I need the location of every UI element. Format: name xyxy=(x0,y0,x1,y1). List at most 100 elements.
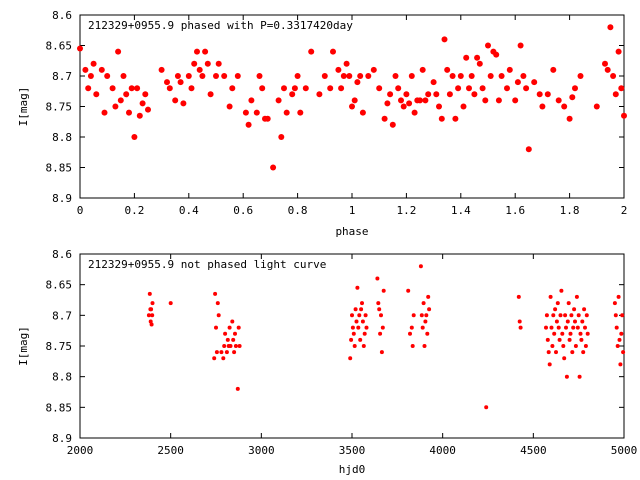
data-point xyxy=(468,73,475,79)
data-point xyxy=(525,146,532,153)
data-point xyxy=(350,313,354,318)
y-tick-label: 8.6 xyxy=(52,9,72,22)
data-point xyxy=(544,91,551,98)
data-point xyxy=(476,60,483,67)
data-point xyxy=(551,313,556,318)
y-tick-label: 8.7 xyxy=(52,309,72,322)
data-point xyxy=(229,85,236,92)
data-point xyxy=(411,109,418,116)
data-point xyxy=(350,325,355,330)
data-point xyxy=(357,73,364,79)
data-point xyxy=(191,60,198,67)
data-point xyxy=(245,121,252,128)
data-point xyxy=(575,325,580,330)
data-point xyxy=(546,350,551,355)
data-point xyxy=(446,91,453,98)
data-point xyxy=(487,73,494,79)
data-point xyxy=(425,331,430,336)
data-point xyxy=(226,103,233,110)
data-point xyxy=(449,73,456,79)
data-point xyxy=(148,319,153,324)
data-point xyxy=(410,344,415,348)
data-point xyxy=(555,97,562,104)
data-point xyxy=(264,115,271,122)
data-point xyxy=(352,344,357,348)
data-point xyxy=(420,325,425,330)
data-point xyxy=(166,85,173,92)
data-point xyxy=(215,60,222,67)
plot-frame xyxy=(79,14,625,199)
data-point xyxy=(433,91,440,98)
data-point xyxy=(93,91,100,98)
data-point xyxy=(234,73,241,79)
data-point xyxy=(202,48,209,55)
data-point xyxy=(466,85,472,92)
x-tick-label: 0 xyxy=(77,204,84,217)
data-point xyxy=(207,91,214,98)
data-point xyxy=(455,85,462,92)
data-point xyxy=(559,288,564,293)
data-point xyxy=(615,48,622,55)
data-point xyxy=(281,85,287,92)
x-tick-label: 3000 xyxy=(248,444,275,457)
x-tick-label: 1.2 xyxy=(396,204,416,217)
data-point xyxy=(523,85,530,92)
data-point xyxy=(212,356,217,361)
x-tick-label: 0.2 xyxy=(124,204,144,217)
data-point xyxy=(248,97,255,104)
data-point xyxy=(364,325,369,330)
data-point xyxy=(566,301,571,306)
data-point xyxy=(539,103,546,110)
data-point xyxy=(354,319,359,324)
data-point xyxy=(98,66,105,73)
data-point xyxy=(123,91,130,98)
y-tick-label: 8.65 xyxy=(46,40,73,53)
data-point xyxy=(580,319,585,324)
data-point xyxy=(109,85,116,92)
data-point xyxy=(376,301,381,306)
data-point xyxy=(231,337,236,342)
data-point xyxy=(620,313,625,318)
data-point xyxy=(498,73,505,79)
y-tick-label: 8.9 xyxy=(52,432,72,445)
data-point xyxy=(343,60,350,67)
data-point xyxy=(237,344,242,348)
data-point xyxy=(225,337,230,342)
data-point xyxy=(377,307,382,312)
data-point xyxy=(275,97,282,104)
data-point xyxy=(291,85,298,92)
plot-frame xyxy=(79,253,625,439)
y-tick-label: 8.65 xyxy=(46,279,73,292)
data-point xyxy=(607,24,614,31)
data-point xyxy=(569,313,574,318)
data-point xyxy=(214,350,219,355)
data-point xyxy=(612,91,619,98)
data-point xyxy=(236,325,241,330)
data-point xyxy=(365,73,372,79)
data-point xyxy=(617,337,622,342)
data-point xyxy=(356,325,361,330)
data-point xyxy=(554,350,558,355)
data-point xyxy=(561,344,566,348)
data-point xyxy=(358,337,363,342)
data-point xyxy=(562,356,567,361)
data-point xyxy=(316,91,323,98)
data-point xyxy=(228,344,233,348)
data-point xyxy=(147,291,152,296)
y-tick-label: 8.8 xyxy=(52,131,72,144)
data-point xyxy=(379,313,383,318)
data-point xyxy=(294,73,301,79)
data-point xyxy=(512,97,519,104)
data-point xyxy=(618,362,623,367)
data-point xyxy=(136,112,143,119)
data-point xyxy=(278,134,285,140)
data-point xyxy=(221,73,228,79)
phased-light-curve-panel: 0 0.2 0.4 0.6 0.8 1 1.2 1.4 1.6 1.8 2 8.6 8.65 8.7 8.7… xyxy=(17,9,627,238)
data-point xyxy=(349,103,355,110)
data-point xyxy=(602,60,608,67)
data-point xyxy=(87,73,94,79)
data-point xyxy=(604,66,611,73)
data-point xyxy=(204,60,211,67)
data-point xyxy=(340,73,347,79)
data-point xyxy=(585,331,590,336)
